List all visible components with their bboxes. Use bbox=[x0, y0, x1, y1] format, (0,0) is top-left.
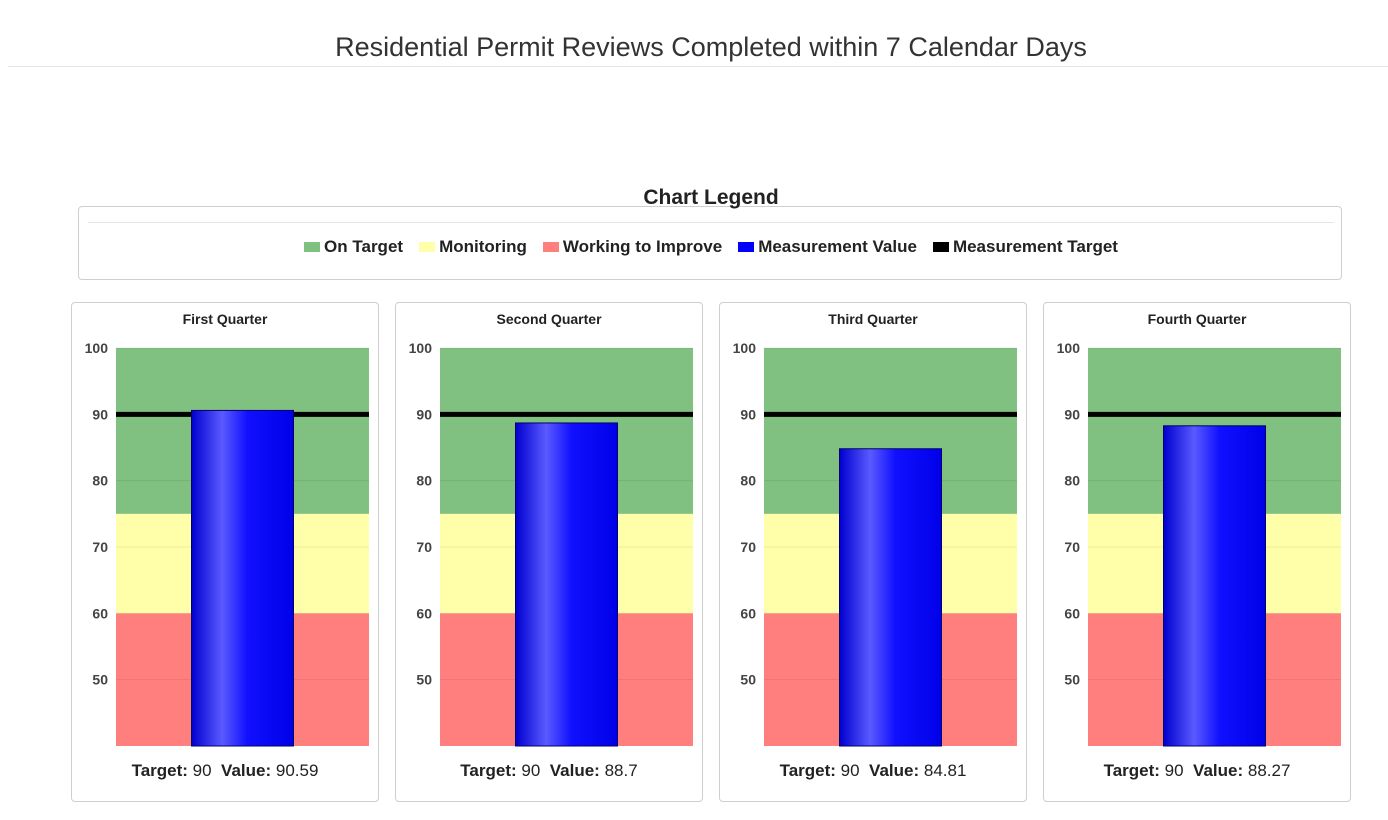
y-tick-label: 90 bbox=[740, 406, 756, 422]
chart-plot: 50 60 70 80 90 100 bbox=[409, 340, 693, 747]
title-divider bbox=[8, 66, 1388, 67]
y-tick-label: 60 bbox=[1064, 605, 1080, 621]
measurement-value-bar bbox=[839, 448, 942, 747]
measurement-value-bar bbox=[1163, 425, 1266, 747]
chart-plot: 50 60 70 80 90 100 bbox=[85, 340, 369, 747]
chart-title: Third Quarter bbox=[828, 311, 918, 327]
legend-title: Chart Legend bbox=[643, 186, 779, 209]
measurement-value: 88.27 bbox=[1247, 761, 1291, 780]
measurement-value-bar bbox=[191, 409, 294, 747]
chart-title: Second Quarter bbox=[496, 311, 602, 327]
y-tick-label: 90 bbox=[416, 406, 432, 422]
y-tick-label: 100 bbox=[1057, 340, 1081, 356]
legend-item-measurement-target: Measurement Target bbox=[932, 237, 1118, 257]
legend-divider bbox=[88, 222, 1334, 223]
y-tick-label: 70 bbox=[416, 539, 432, 555]
chart-panel-third-quarter: Third Quarter 50 60 70 80 90 100 Target: 90 V… bbox=[719, 302, 1027, 802]
target-label: Target: bbox=[131, 761, 188, 780]
y-tick-label: 100 bbox=[85, 340, 109, 356]
legend-swatch-on-target bbox=[304, 242, 321, 252]
y-tick-label: 80 bbox=[416, 473, 432, 489]
chart-footer: Target: 90 Value: 90.59 bbox=[72, 761, 378, 781]
legend-item-on-target: On Target bbox=[304, 237, 403, 257]
y-tick-label: 60 bbox=[416, 605, 432, 621]
y-tick-label: 90 bbox=[92, 406, 108, 422]
legend-label: Monitoring bbox=[439, 237, 527, 256]
target-value: 90 bbox=[840, 761, 860, 780]
measurement-value: 84.81 bbox=[923, 761, 967, 780]
target-label: Target: bbox=[1103, 761, 1160, 780]
y-tick-label: 100 bbox=[733, 340, 757, 356]
legend-item-monitoring: Monitoring bbox=[419, 237, 527, 257]
legend-swatch-working-to-improve bbox=[542, 242, 559, 252]
y-tick-label: 80 bbox=[740, 473, 756, 489]
target-value: 90 bbox=[521, 761, 541, 780]
value-label: Value: bbox=[549, 761, 600, 780]
chart-panel-second-quarter: Second Quarter 50 60 70 80 90 100 Target: 90 … bbox=[395, 302, 703, 802]
y-tick-label: 50 bbox=[92, 672, 108, 688]
legend-label: Measurement Target bbox=[952, 237, 1118, 256]
y-tick-label: 50 bbox=[1064, 672, 1080, 688]
legend-label: Working to Improve bbox=[562, 237, 723, 256]
y-tick-label: 60 bbox=[740, 605, 756, 621]
y-tick-label: 80 bbox=[92, 473, 108, 489]
chart-footer: Target: 90 Value: 84.81 bbox=[720, 761, 1026, 781]
value-label: Value: bbox=[869, 761, 920, 780]
measurement-value: 90.59 bbox=[275, 761, 319, 780]
target-value: 90 bbox=[192, 761, 212, 780]
y-tick-label: 70 bbox=[740, 539, 756, 555]
value-label: Value: bbox=[1193, 761, 1244, 780]
y-tick-label: 50 bbox=[416, 672, 432, 688]
measurement-value: 88.7 bbox=[604, 761, 638, 780]
target-value: 90 bbox=[1164, 761, 1184, 780]
legend-items: On Target Monitoring Working to Improve … bbox=[0, 237, 1388, 257]
legend-swatch-monitoring bbox=[419, 242, 436, 252]
chart-title: Fourth Quarter bbox=[1147, 311, 1247, 327]
chart-plot: 50 60 70 80 90 100 bbox=[733, 340, 1017, 747]
y-tick-label: 60 bbox=[92, 605, 108, 621]
legend-swatch-measurement-target bbox=[932, 242, 949, 252]
chart-legend bbox=[78, 206, 1342, 280]
y-tick-label: 90 bbox=[1064, 406, 1080, 422]
legend-label: On Target bbox=[324, 237, 404, 256]
y-tick-label: 70 bbox=[1064, 539, 1080, 555]
chart-footer: Target: 90 Value: 88.27 bbox=[1044, 761, 1350, 781]
y-tick-label: 100 bbox=[409, 340, 433, 356]
y-tick-label: 50 bbox=[740, 672, 756, 688]
chart-footer: Target: 90 Value: 88.7 bbox=[396, 761, 702, 781]
target-label: Target: bbox=[779, 761, 836, 780]
page-title: Residential Permit Reviews Completed wit… bbox=[335, 32, 1087, 63]
chart-panel-fourth-quarter: Fourth Quarter 50 60 70 80 90 100 Target: 90 … bbox=[1043, 302, 1351, 802]
y-tick-label: 80 bbox=[1064, 473, 1080, 489]
legend-item-measurement-value: Measurement Value bbox=[738, 237, 917, 257]
value-label: Value: bbox=[221, 761, 272, 780]
legend-item-working-to-improve: Working to Improve bbox=[542, 237, 723, 257]
chart-title: First Quarter bbox=[182, 311, 268, 327]
y-tick-label: 70 bbox=[92, 539, 108, 555]
target-label: Target: bbox=[460, 761, 517, 780]
legend-label: Measurement Value bbox=[758, 237, 917, 256]
measurement-value-bar bbox=[515, 422, 618, 747]
chart-plot: 50 60 70 80 90 100 bbox=[1057, 340, 1341, 747]
chart-panel-first-quarter: First Quarter 50 60 70 80 90 100 Target: 90 V… bbox=[71, 302, 379, 802]
legend-swatch-measurement-value bbox=[738, 242, 755, 252]
